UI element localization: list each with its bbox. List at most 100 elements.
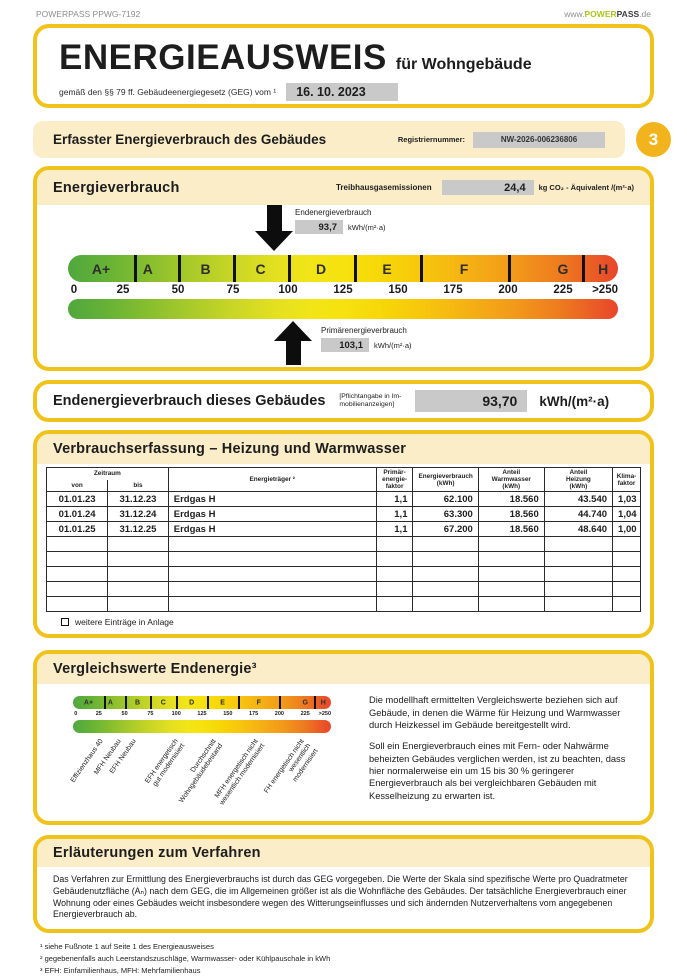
scale-tick-label: 0 <box>74 711 78 718</box>
cell-warmwasser: 18.560 <box>477 491 545 508</box>
cell-klima: 1,00 <box>612 521 641 538</box>
footnotes: ¹ siehe Fußnote 1 auf Seite 1 des Energi… <box>40 941 647 976</box>
col-header-warmwasser: Anteil Warmwasser (kWh) <box>477 466 545 493</box>
section-bar: Erfasster Energieverbrauch des Gebäudes … <box>33 121 625 158</box>
scale-band-tick <box>207 696 210 710</box>
end-energy-label: Endenergieverbrauch <box>295 208 372 217</box>
cell-von: 01.01.25 <box>45 521 109 538</box>
col-header-bis: bis <box>107 479 169 493</box>
table-row: 01.01.25 31.12.25 Erdgas H 1,1 67.200 18… <box>45 521 641 538</box>
page-subtitle: für Wohngebäude <box>395 56 532 73</box>
scale-band-tick <box>176 696 179 710</box>
end-energy-row-title: Endenergieverbrauch dieses Gebäudes <box>53 393 326 409</box>
scale-letter: A <box>107 699 113 707</box>
comparison-paragraph-2: Soll ein Energieverbrauch eines mit Fern… <box>369 741 626 801</box>
scale-letter: A+ <box>83 699 94 707</box>
cell-verbrauch: 63.300 <box>412 506 479 523</box>
website-suffix: .de <box>639 9 651 19</box>
page-title: ENERGIEAUSWEIS <box>59 38 387 77</box>
scale-letter: H <box>320 699 326 707</box>
cell-heizung: 48.640 <box>543 521 614 538</box>
end-energy-row-unit: kWh/(m²·a) <box>539 393 610 409</box>
comparison-gradient-bar <box>73 720 331 734</box>
cell-traeger: Erdgas H <box>167 521 377 538</box>
ghg-label: Treibhausgasemissionen <box>335 183 432 192</box>
cell-heizung: 43.540 <box>543 491 614 508</box>
scale-tick-label: 75 <box>147 711 154 718</box>
scale-band-tick <box>103 696 106 710</box>
end-energy-unit: kWh/(m²·a) <box>348 222 386 232</box>
cell-bis: 31.12.25 <box>107 521 169 538</box>
registry-number-field: NW-2026-006236806 <box>473 131 605 148</box>
scale-tick-label: 125 <box>333 284 353 296</box>
scale-letter: C <box>160 699 166 707</box>
col-header-energietraeger: Energieträger ² <box>167 466 377 493</box>
comparison-text: Die modellhaft ermittelten Vergleichswer… <box>367 684 650 821</box>
scale-letter: F <box>256 699 261 707</box>
scale-letter: G <box>557 260 569 277</box>
table-row-empty <box>45 536 641 553</box>
cell-klima: 1,04 <box>612 506 641 523</box>
primary-energy-label: Primärenergieverbrauch <box>321 326 407 335</box>
scale-band-tick <box>124 696 127 710</box>
scale-band-tick <box>420 255 423 282</box>
primary-energy-gradient-bar <box>68 299 618 319</box>
comparison-paragraph-1: Die modellhaft ermittelten Vergleichswer… <box>369 695 621 730</box>
table-row: 01.01.23 31.12.23 Erdgas H 1,1 62.100 18… <box>45 491 641 508</box>
table-row-empty <box>45 551 641 568</box>
explanation-box: Erläuterungen zum Verfahren Das Verfahre… <box>33 835 654 934</box>
cell-heizung: 44.740 <box>543 506 614 523</box>
cell-warmwasser: 18.560 <box>477 521 545 538</box>
registry-label: Registriernummer: <box>397 135 465 144</box>
comparison-scale-area: A+ A B C D E F G H 0 25 50 <box>37 684 367 821</box>
scale-tick-label: 175 <box>443 284 463 296</box>
explanation-body: Das Verfahren zur Ermittlung des Energie… <box>53 874 628 920</box>
scale-tick-label: 0 <box>70 284 78 296</box>
col-header-klimafaktor: Klima- faktor <box>612 466 641 493</box>
section-bar-wrap: Erfasster Energieverbrauch des Gebäudes … <box>0 121 687 158</box>
comparison-title: Vergleichswerte Endenergie³ <box>53 661 257 678</box>
scale-band-tick <box>178 255 181 282</box>
usage-table-title: Verbrauchserfassung – Heizung und Warmwa… <box>53 441 407 457</box>
primary-energy-arrow-up-icon <box>274 321 312 365</box>
col-header-von: von <box>45 479 109 493</box>
energy-consumption-box: Energieverbrauch Treibhausgasemissionen … <box>33 166 654 371</box>
scale-tick-label: 50 <box>121 711 128 718</box>
energy-scale-area: Endenergieverbrauch 93,7 kWh/(m²·a) A+ A… <box>37 205 650 367</box>
more-entries-checkbox[interactable] <box>61 618 69 627</box>
scale-band-tick <box>150 696 153 710</box>
ghg-unit: kg CO₂ - Äquivalent /(m²·a) <box>538 183 634 192</box>
end-energy-row-box: Endenergieverbrauch dieses Gebäudes [Pfl… <box>33 380 654 422</box>
scale-tick-label: >250 <box>592 284 618 296</box>
scale-letter: A+ <box>91 260 111 277</box>
comparison-number-axis: 0 25 50 75 100 125 150 175 200 225 >250 <box>73 711 331 718</box>
scale-tick-label: 150 <box>223 711 233 718</box>
explanation-title: Erläuterungen zum Verfahren <box>53 845 261 862</box>
scale-band-tick <box>508 255 511 282</box>
scale-band-tick <box>279 696 282 710</box>
page-meta-row: POWERPASS PPWG-7192 www.POWERPASS.de <box>0 0 687 21</box>
col-header-heizung: Anteil Heizung (kWh) <box>543 466 614 493</box>
cell-bis: 31.12.23 <box>107 491 169 508</box>
scale-tick-label: 175 <box>249 711 259 718</box>
header-box: ENERGIEAUSWEIS für Wohngebäude gemäß den… <box>33 24 654 108</box>
end-energy-row-value-field: 93,70 <box>415 390 528 412</box>
scale-band-tick <box>582 255 586 282</box>
scale-tick-label: 200 <box>498 284 518 296</box>
end-energy-value-field: 93,7 <box>295 220 343 234</box>
section-title: Erfasster Energieverbrauch des Gebäudes <box>53 132 327 147</box>
scale-letter: B <box>200 260 211 277</box>
footnote-2: ² gegebenenfalls auch Leerstandszuschläg… <box>40 953 331 963</box>
issue-date-field: 16. 10. 2023 <box>286 83 399 101</box>
scale-tick-label: 75 <box>226 284 240 296</box>
col-header-verbrauch: Energieverbrauch (kWh) <box>412 466 479 493</box>
scale-letter: B <box>134 699 141 707</box>
scale-tick-label: 125 <box>197 711 207 718</box>
law-reference: gemäß den §§ 79 ff. Gebäudeenergiegesetz… <box>59 87 277 97</box>
usage-table-box: Verbrauchserfassung – Heizung und Warmwa… <box>33 430 654 639</box>
website-link[interactable]: www.POWERPASS.de <box>564 9 651 19</box>
col-header-pef: Primär- energie- faktor <box>375 466 414 493</box>
usage-table: Zeitraum Energieträger ² Primär- energie… <box>45 466 641 613</box>
scale-letter: F <box>459 260 469 277</box>
scale-band-tick <box>238 696 241 710</box>
